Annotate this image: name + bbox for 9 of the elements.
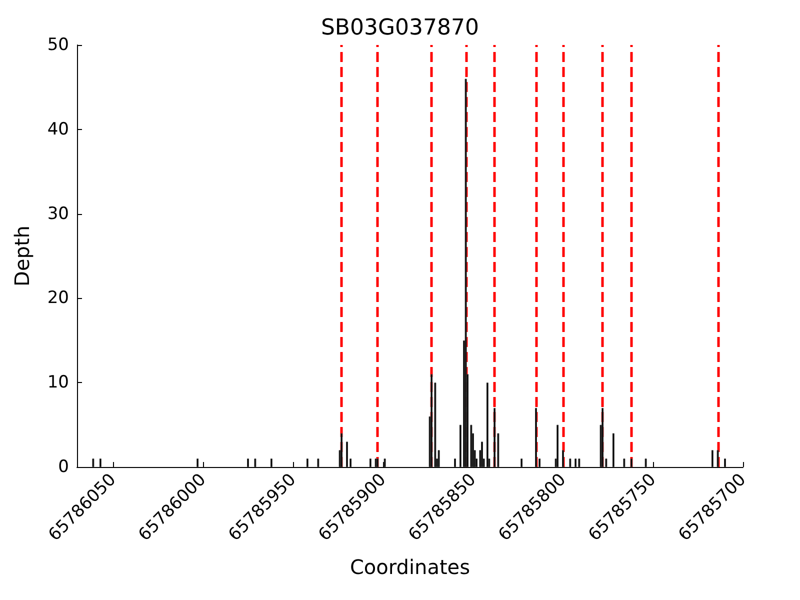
y-tick-label: 0 <box>58 457 69 477</box>
y-tick-label: 20 <box>47 288 69 308</box>
y-tick-label: 40 <box>47 119 69 140</box>
x-axis-title: Coordinates <box>350 555 470 579</box>
y-tick-label: 10 <box>47 372 69 393</box>
chart-title: SB03G037870 <box>320 16 480 40</box>
y-tick-label: 50 <box>47 35 69 55</box>
y-axis-title: Depth <box>10 226 34 286</box>
y-tick-label: 30 <box>47 204 69 224</box>
